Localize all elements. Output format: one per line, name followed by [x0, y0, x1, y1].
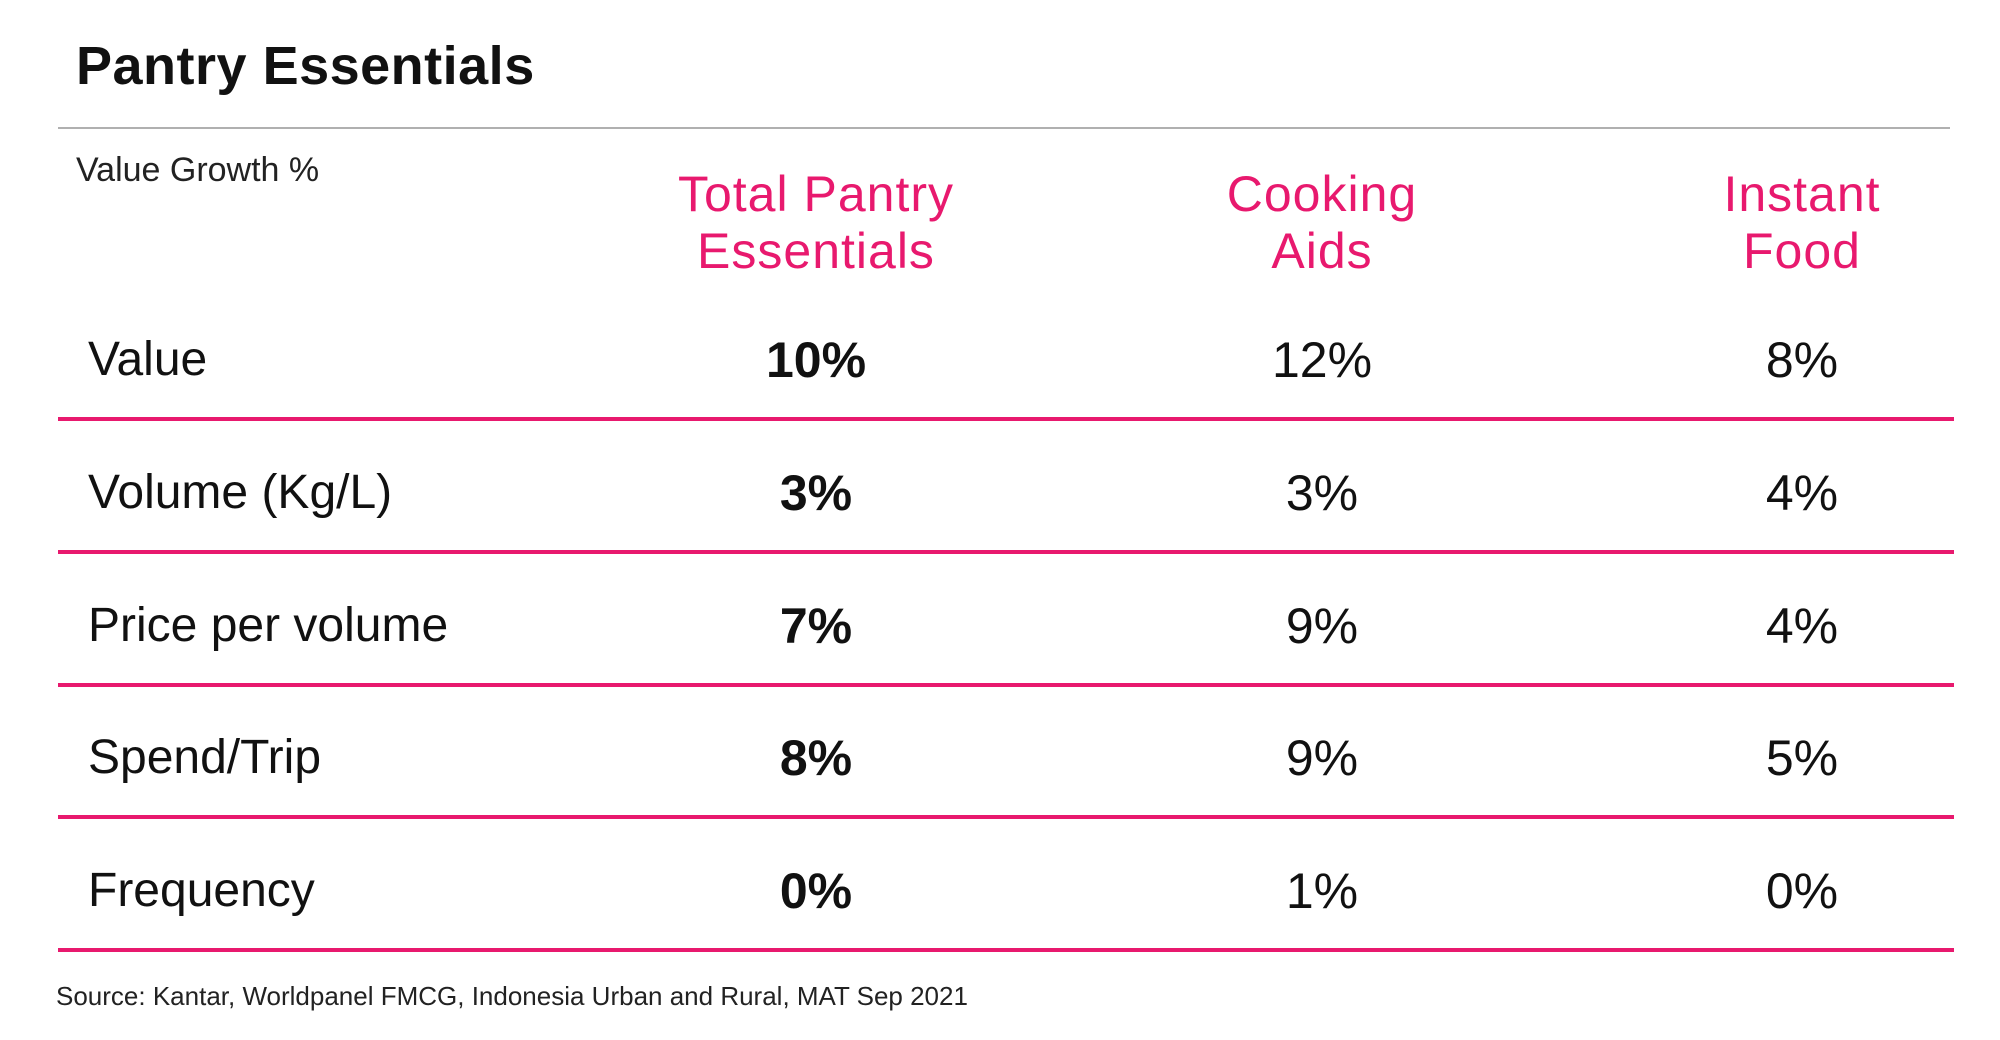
- cell-price-cooking-aids: 9%: [1285, 598, 1359, 654]
- cell-volume-instant-food: 4%: [1765, 465, 1839, 521]
- column-header-line: Instant: [1723, 166, 1881, 222]
- cell-spend-cooking-aids: 9%: [1285, 730, 1359, 786]
- cell-volume-total: 3%: [779, 465, 853, 521]
- row-divider: [58, 683, 1954, 687]
- column-header-line: Food: [1743, 223, 1861, 279]
- page-title: Pantry Essentials: [76, 36, 535, 96]
- row-label-value: Value: [88, 333, 208, 386]
- title-divider: [58, 127, 1950, 129]
- row-label-frequency: Frequency: [88, 864, 315, 917]
- cell-volume-cooking-aids: 3%: [1285, 465, 1359, 521]
- row-label-price-per-volume: Price per volume: [88, 599, 449, 652]
- row-divider: [58, 815, 1954, 819]
- cell-spend-instant-food: 5%: [1765, 730, 1839, 786]
- column-header-line: Essentials: [697, 223, 935, 279]
- cell-value-total: 10%: [765, 332, 867, 388]
- column-header-line: Total Pantry: [677, 166, 954, 222]
- row-label-spend-trip: Spend/Trip: [88, 731, 322, 784]
- row-label-volume: Volume (Kg/L): [88, 466, 393, 519]
- source-note: Source: Kantar, Worldpanel FMCG, Indones…: [56, 981, 968, 1011]
- column-header-line: Cooking: [1226, 166, 1418, 222]
- column-header-total-pantry-essentials: Total Pantry Essentials: [606, 166, 1026, 280]
- row-divider: [58, 417, 1954, 421]
- cell-frequency-total: 0%: [779, 863, 853, 919]
- cell-spend-total: 8%: [779, 730, 853, 786]
- cell-frequency-instant-food: 0%: [1765, 863, 1839, 919]
- column-header-instant-food: Instant Food: [1592, 166, 2000, 280]
- column-header-line: Aids: [1271, 223, 1373, 279]
- cell-value-cooking-aids: 12%: [1271, 332, 1373, 388]
- cell-frequency-cooking-aids: 1%: [1285, 863, 1359, 919]
- row-divider: [58, 550, 1954, 554]
- row-divider: [58, 948, 1954, 952]
- table-subtitle: Value Growth %: [76, 151, 320, 189]
- cell-value-instant-food: 8%: [1765, 332, 1839, 388]
- column-header-cooking-aids: Cooking Aids: [1112, 166, 1532, 280]
- cell-price-total: 7%: [779, 598, 853, 654]
- cell-price-instant-food: 4%: [1765, 598, 1839, 654]
